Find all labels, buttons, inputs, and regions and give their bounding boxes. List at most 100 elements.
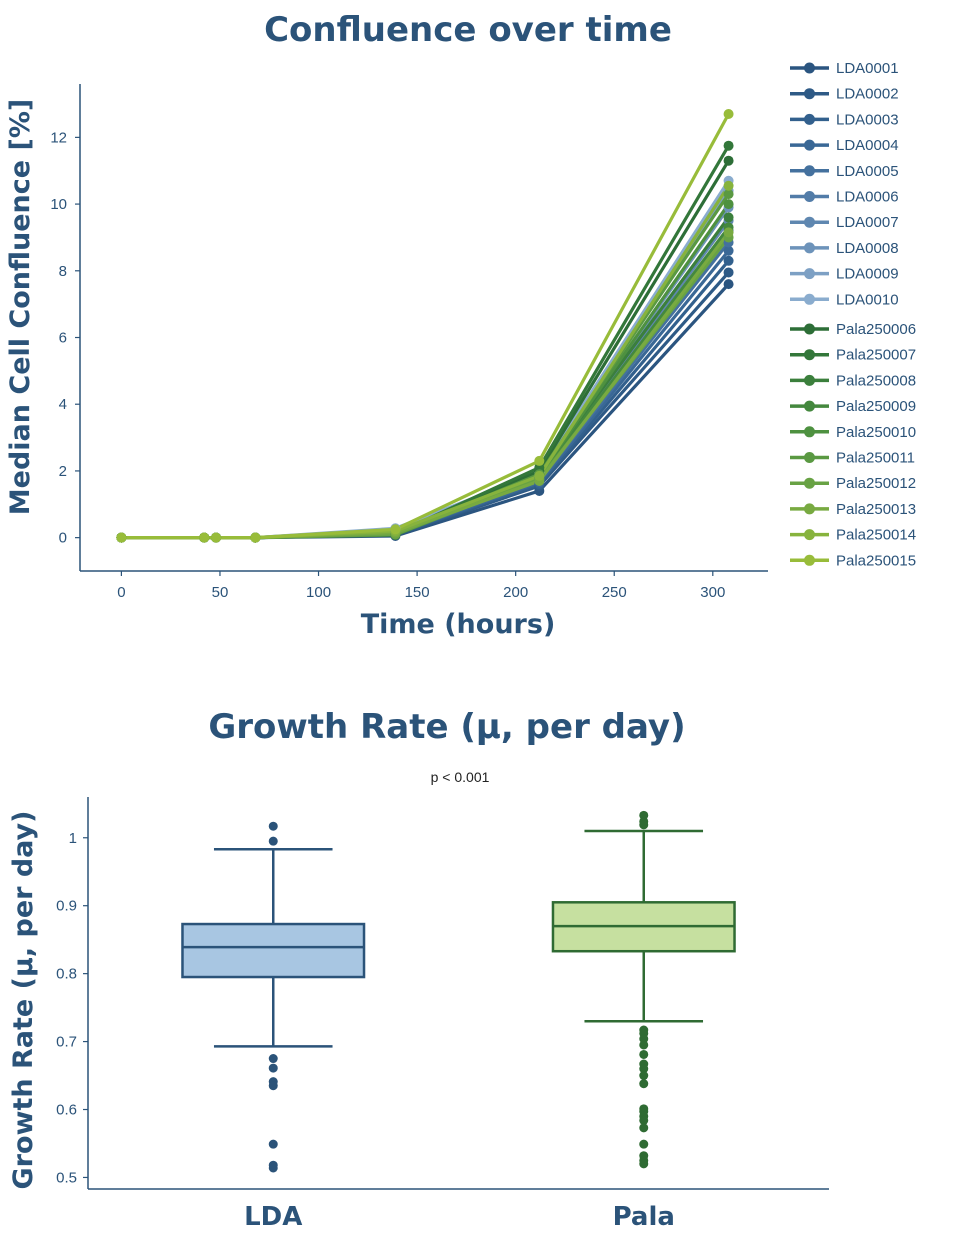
y-tick-label: 12 — [50, 129, 67, 146]
legend-item-Pala250011: Pala250011 — [790, 450, 915, 467]
box-LDA — [181, 821, 366, 1173]
outlier-point — [639, 1064, 649, 1074]
box-Pala — [551, 810, 736, 1169]
legend-label: LDA0004 — [836, 137, 899, 154]
legend-swatch-marker — [804, 503, 815, 515]
legend-swatch-marker — [804, 268, 815, 280]
legend-swatch-marker — [804, 349, 815, 361]
growth-rate-boxes — [181, 810, 736, 1173]
legend-label: Pala250009 — [836, 398, 916, 415]
outlier-point — [639, 1040, 649, 1050]
legend-label: Pala250015 — [836, 552, 916, 569]
legend-swatch-marker — [804, 323, 815, 335]
y-tick-label: 0.5 — [56, 1169, 77, 1186]
legend-swatch-marker — [804, 242, 815, 254]
legend-item-Pala250006: Pala250006 — [790, 321, 916, 338]
legend-item-LDA0010: LDA0010 — [790, 291, 899, 308]
data-point-Pala250015 — [211, 532, 222, 543]
outlier-point — [639, 1115, 649, 1125]
data-point-Pala250015 — [250, 532, 261, 543]
legend-label: LDA0001 — [836, 60, 899, 77]
series-line-LDA0004 — [121, 249, 730, 540]
legend-swatch-marker — [804, 452, 815, 463]
confluence-legend: LDA0001 LDA0002 LDA0003 LDA0004 LDA0005 LDA00… — [790, 60, 916, 569]
legend-label: Pala250011 — [836, 450, 915, 467]
legend-label: LDA0009 — [836, 266, 899, 283]
x-tick-label: 200 — [503, 584, 528, 601]
y-tick-label: 2 — [59, 463, 67, 480]
outlier-point — [639, 1049, 649, 1059]
outlier-point — [639, 1139, 649, 1149]
legend-swatch-marker — [804, 400, 815, 412]
x-tick-label: 100 — [306, 584, 331, 601]
confluence-y-axis-label: Median Cell Confluence [%] — [5, 99, 36, 515]
data-point-Pala250015 — [199, 532, 210, 543]
series-line-LDA0008 — [121, 206, 730, 540]
data-point-Pala250015 — [723, 109, 734, 120]
legend-label: LDA0005 — [836, 163, 899, 180]
confluence-axes: 0 50 100 150 200 250 300 0 2 4 6 8 10 12 — [50, 84, 768, 601]
outlier-point — [639, 1079, 649, 1089]
x-tick-label: 50 — [212, 584, 229, 601]
y-tick-label: 0.6 — [56, 1102, 77, 1119]
y-tick-label: 0.7 — [56, 1034, 77, 1051]
legend-label: LDA0007 — [836, 214, 899, 231]
data-point-LDA0003 — [723, 255, 734, 266]
data-point-LDA0004 — [723, 245, 734, 256]
confluence-chart-title: Confluence over time — [264, 10, 672, 50]
legend-label: Pala250008 — [836, 372, 916, 389]
legend-label: Pala250014 — [836, 527, 916, 544]
series-line-Pala250010 — [121, 203, 730, 540]
outlier-point — [639, 1159, 649, 1169]
legend-swatch-marker — [804, 426, 815, 438]
legend-item-Pala250007: Pala250007 — [790, 347, 916, 364]
data-point-Pala250015 — [116, 532, 127, 543]
outlier-point — [639, 1123, 649, 1133]
legend-item-LDA0007: LDA0007 — [790, 214, 899, 231]
data-point-LDA0002 — [723, 267, 734, 278]
legend-swatch-marker — [804, 216, 815, 228]
data-point-Pala250010 — [723, 199, 734, 210]
confluence-chart: Confluence over time 0 50 100 150 200 250 3000… — [5, 10, 916, 640]
category-label-Pala: Pala — [613, 1202, 675, 1232]
legend-item-LDA0009: LDA0009 — [790, 266, 899, 283]
growth-rate-chart-title: Growth Rate (μ, per day) — [208, 707, 685, 747]
legend-swatch-marker — [804, 165, 815, 177]
data-point-Pala250015 — [534, 455, 545, 466]
series-line-LDA0005 — [121, 241, 730, 540]
outlier-point — [268, 836, 278, 846]
outlier-point — [268, 1139, 278, 1149]
legend-item-LDA0005: LDA0005 — [790, 163, 899, 180]
series-line-LDA0007 — [121, 219, 730, 540]
legend-item-LDA0002: LDA0002 — [790, 86, 899, 103]
legend-swatch-marker — [804, 554, 815, 566]
y-tick-label: 4 — [59, 396, 67, 413]
y-tick-label: 0.8 — [56, 966, 77, 983]
legend-item-Pala250009: Pala250009 — [790, 398, 916, 415]
legend-label: Pala250013 — [836, 501, 916, 518]
y-tick-label: 0 — [59, 530, 67, 547]
legend-item-LDA0008: LDA0008 — [790, 240, 899, 257]
data-point-Pala250013 — [723, 227, 734, 238]
legend-swatch-marker — [804, 293, 815, 305]
data-point-Pala250011 — [723, 189, 734, 200]
legend-swatch-marker — [804, 191, 815, 202]
data-point-Pala250008 — [723, 212, 734, 223]
legend-item-LDA0004: LDA0004 — [790, 137, 899, 154]
y-tick-label: 0.9 — [56, 898, 77, 915]
outlier-point — [639, 1071, 649, 1081]
legend-swatch-marker — [804, 113, 815, 125]
legend-swatch-marker — [804, 529, 815, 541]
data-point-Pala250007 — [723, 140, 734, 151]
category-label-LDA: LDA — [244, 1202, 302, 1232]
growth-rate-axes: 0.5 0.6 0.7 0.8 0.9 1 LDA Pala — [56, 797, 829, 1232]
x-tick-label: 150 — [405, 584, 430, 601]
outlier-point — [268, 821, 278, 831]
outlier-point — [268, 1081, 278, 1091]
data-point-Pala250014 — [534, 470, 545, 481]
confluence-x-axis-label: Time (hours) — [361, 609, 556, 640]
legend-item-LDA0003: LDA0003 — [790, 111, 899, 128]
x-tick-label: 0 — [117, 584, 125, 601]
data-point-Pala250015 — [390, 524, 401, 535]
